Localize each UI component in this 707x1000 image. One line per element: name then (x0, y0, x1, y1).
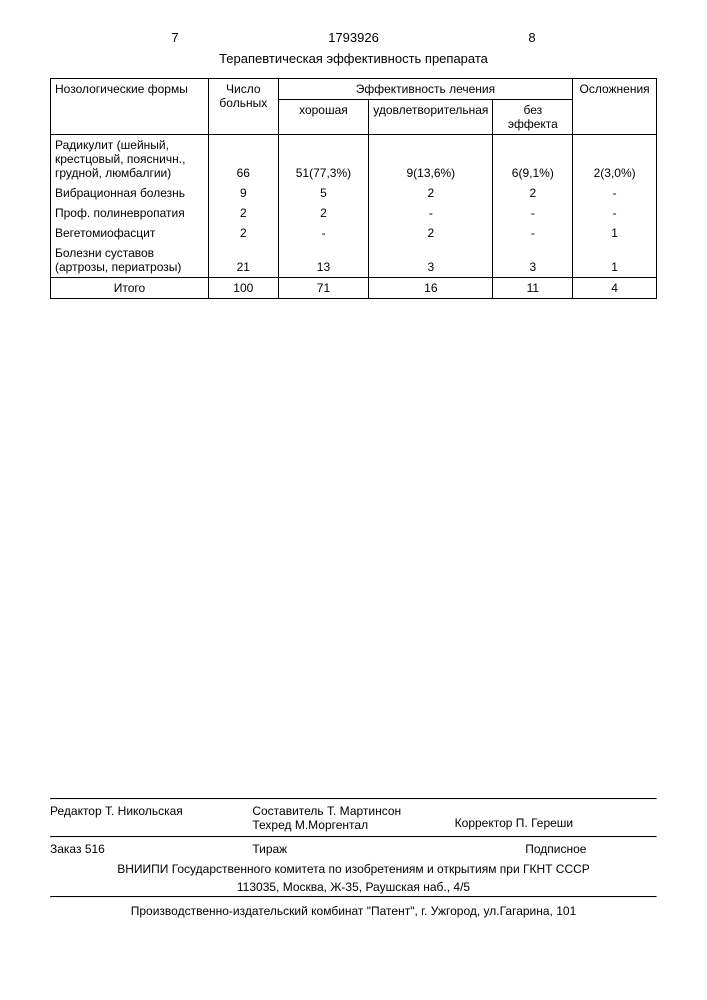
table-total-row: Итого 100 71 16 11 4 (51, 278, 657, 299)
header-numbers: 7 1793926 8 (171, 30, 535, 45)
table-row: Болезни суставов (артрозы, периатрозы) 2… (51, 243, 657, 278)
th-count: Число больных (209, 79, 279, 135)
th-efficacy: Эффективность лечения (278, 79, 573, 100)
compiler-block: Составитель Т. Мартинсон Техред М.Морген… (252, 804, 454, 832)
th-satisfactory: удовлетворительная (369, 100, 493, 135)
org-line2: 113035, Москва, Ж-35, Раушская наб., 4/5 (50, 878, 657, 896)
print-block: Тираж (252, 842, 454, 856)
publisher-line: Производственно-издательский комбинат "П… (50, 898, 657, 920)
table-row: Проф. полиневропатия 2 2 - - - (51, 203, 657, 223)
footer: Редактор Т. Никольская Составитель Т. Ма… (50, 798, 657, 920)
table-row: Радикулит (шейный, крестцовый, поясничн.… (51, 135, 657, 184)
table-title: Терапевтическая эффективность препарата (50, 51, 657, 66)
total-label: Итого (51, 278, 209, 299)
efficacy-table: Нозологические формы Число больных Эффек… (50, 78, 657, 299)
corrector-block: Корректор П. Гереши (455, 804, 657, 832)
page-left-num: 7 (171, 30, 178, 45)
order-block: Заказ 516 (50, 842, 252, 856)
patent-number: 1793926 (328, 30, 379, 45)
editor-block: Редактор Т. Никольская (50, 804, 252, 832)
table-row: Вибрационная болезнь 9 5 2 2 - (51, 183, 657, 203)
th-complications: Осложнения (573, 79, 657, 135)
th-forms: Нозологические формы (51, 79, 209, 135)
th-noeffect: без эффекта (493, 100, 573, 135)
org-line1: ВНИИПИ Государственного комитета по изоб… (50, 860, 657, 878)
table-row: Вегетомиофасцит 2 - 2 - 1 (51, 223, 657, 243)
th-good: хорошая (278, 100, 369, 135)
subscription-block: Подписное (455, 842, 657, 856)
page-right-num: 8 (528, 30, 535, 45)
